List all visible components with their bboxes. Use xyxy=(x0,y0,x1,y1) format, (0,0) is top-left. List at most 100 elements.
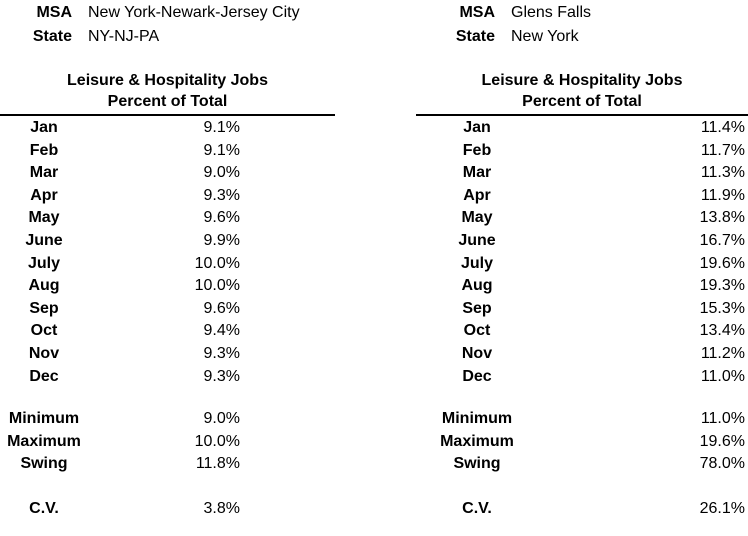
month-value: 11.0% xyxy=(700,367,745,385)
state-label: State xyxy=(32,28,72,45)
month-value: 13.4% xyxy=(699,322,745,340)
month-label: Aug xyxy=(461,277,493,295)
coefficient-of-variation-row: C.V. 26.1% xyxy=(408,500,748,523)
table-row: Jan 11.4% xyxy=(408,119,748,142)
panel-new-york-newark-jersey-city: MSA New York-Newark-Jersey City State NY… xyxy=(0,0,340,536)
table-row: Apr 11.9% xyxy=(408,187,748,210)
summary-value: 78.0% xyxy=(699,455,745,473)
panel-glens-falls: MSA Glens Falls State New York Leisure &… xyxy=(408,0,748,536)
table-row: Nov 11.2% xyxy=(408,345,748,368)
month-value: 11.4% xyxy=(700,119,745,136)
msa-label: MSA xyxy=(459,4,495,21)
msa-label: MSA xyxy=(36,4,72,21)
month-value: 9.1% xyxy=(203,141,240,159)
table-row: Feb 9.1% xyxy=(0,142,340,165)
column-title-line-1: Leisure & Hospitality Jobs xyxy=(481,72,683,89)
month-label: Sep xyxy=(462,299,492,317)
column-title-line-1: Leisure & Hospitality Jobs xyxy=(67,72,268,89)
month-label: Sep xyxy=(29,299,59,317)
table-row: Aug 10.0% xyxy=(0,277,340,300)
cv-value: 26.1% xyxy=(699,499,745,517)
table-row: Dec 9.3% xyxy=(0,368,340,391)
table-row: May 9.6% xyxy=(0,209,340,232)
state-row: State NY-NJ-PA xyxy=(0,28,340,52)
state-row: State New York xyxy=(408,28,748,52)
data-area: Jan 9.1% Feb 9.1% Mar 9.0% Apr 9.3% May … xyxy=(0,119,340,523)
month-label: Feb xyxy=(29,141,59,159)
month-label: Feb xyxy=(462,141,492,159)
month-label: Jan xyxy=(463,119,491,136)
month-value: 10.0% xyxy=(194,254,240,272)
month-label: May xyxy=(461,209,493,227)
month-label: Aug xyxy=(28,277,60,295)
table-row: Aug 19.3% xyxy=(408,277,748,300)
column-title: Leisure & Hospitality Jobs Percent of To… xyxy=(0,70,335,112)
month-label: Nov xyxy=(461,344,493,362)
month-value: 13.8% xyxy=(699,209,745,227)
table-row: Feb 11.7% xyxy=(408,142,748,165)
month-label: Nov xyxy=(28,344,60,362)
header-rule xyxy=(0,114,335,116)
state-label: State xyxy=(455,28,495,45)
month-label: Jan xyxy=(30,119,58,136)
month-value: 9.6% xyxy=(203,209,240,227)
table-row: July 10.0% xyxy=(0,255,340,278)
month-value: 9.1% xyxy=(203,119,240,136)
month-label: Mar xyxy=(462,164,492,182)
cv-label: C.V. xyxy=(29,499,59,517)
summary-label: Maximum xyxy=(440,432,514,450)
summary-row-maximum: Maximum 19.6% xyxy=(408,433,748,456)
month-label: Apr xyxy=(30,186,58,204)
table-row: Oct 9.4% xyxy=(0,322,340,345)
table-row: June 9.9% xyxy=(0,232,340,255)
column-title: Leisure & Hospitality Jobs Percent of To… xyxy=(408,70,748,112)
row-spacer xyxy=(0,478,340,500)
state-value: NY-NJ-PA xyxy=(88,28,160,45)
table-row: Mar 11.3% xyxy=(408,164,748,187)
month-value: 9.3% xyxy=(203,344,240,362)
msa-identification-block: MSA New York-Newark-Jersey City State NY… xyxy=(0,4,340,52)
summary-label: Swing xyxy=(20,455,68,473)
table-row: Sep 15.3% xyxy=(408,300,748,323)
summary-value: 19.6% xyxy=(699,432,745,450)
table-row: Mar 9.0% xyxy=(0,164,340,187)
summary-row-swing: Swing 11.8% xyxy=(0,455,340,478)
month-value: 9.3% xyxy=(203,367,240,385)
month-value: 10.0% xyxy=(194,277,240,295)
month-label: June xyxy=(25,231,63,249)
month-label: July xyxy=(460,254,493,272)
summary-value: 10.0% xyxy=(194,432,240,450)
month-label: Dec xyxy=(462,367,492,385)
summary-row-minimum: Minimum 9.0% xyxy=(0,410,340,433)
table-row: July 19.6% xyxy=(408,255,748,278)
month-value: 9.0% xyxy=(203,164,240,182)
header-rule xyxy=(416,114,748,116)
month-label: Oct xyxy=(30,322,58,340)
cv-value: 3.8% xyxy=(203,499,240,517)
summary-row-maximum: Maximum 10.0% xyxy=(0,433,340,456)
month-label: Mar xyxy=(29,164,59,182)
msa-row: MSA New York-Newark-Jersey City xyxy=(0,4,340,28)
state-value: New York xyxy=(511,28,579,45)
table-row: Oct 13.4% xyxy=(408,322,748,345)
month-value: 11.3% xyxy=(700,164,745,182)
summary-value: 9.0% xyxy=(203,410,240,428)
month-value: 11.9% xyxy=(700,186,745,204)
table-row: Nov 9.3% xyxy=(0,345,340,368)
month-label: Apr xyxy=(463,186,491,204)
table-row: Dec 11.0% xyxy=(408,368,748,391)
month-value: 9.4% xyxy=(203,322,240,340)
column-title-line-2: Percent of Total xyxy=(522,93,642,110)
month-label: May xyxy=(28,209,60,227)
summary-label: Minimum xyxy=(8,410,80,428)
summary-label: Swing xyxy=(453,455,501,473)
table-row: June 16.7% xyxy=(408,232,748,255)
msa-value: New York-Newark-Jersey City xyxy=(88,4,300,21)
table-row: Sep 9.6% xyxy=(0,300,340,323)
month-label: Dec xyxy=(29,367,59,385)
column-title-line-2: Percent of Total xyxy=(107,93,228,110)
month-value: 19.3% xyxy=(699,277,745,295)
msa-row: MSA Glens Falls xyxy=(408,4,748,28)
summary-row-swing: Swing 78.0% xyxy=(408,455,748,478)
